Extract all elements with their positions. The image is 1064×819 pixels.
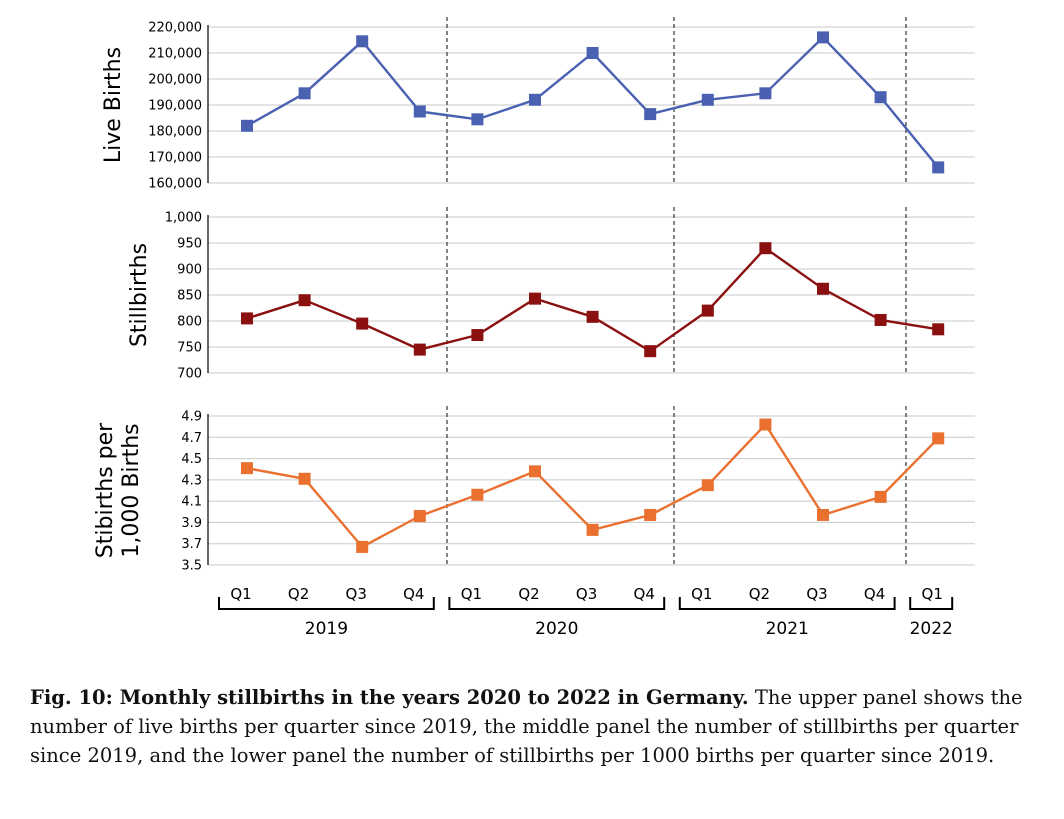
data-point (471, 329, 484, 342)
year-label: 2019 (305, 619, 348, 639)
data-point (298, 294, 311, 307)
year-label: 2020 (535, 619, 578, 639)
x-tick-label: Q4 (634, 585, 655, 603)
x-tick-label: Q3 (806, 585, 827, 603)
x-tick-label: Q1 (230, 585, 251, 603)
x-tick-label: Q1 (461, 585, 482, 603)
panel-1: 160,000 170,000 180,000 190,000 200,000 210,0… (101, 17, 975, 192)
data-point (529, 93, 541, 106)
x-tick-label: Q3 (576, 585, 597, 603)
data-point (586, 310, 599, 323)
y-tick-label: 950 (177, 237, 202, 252)
y-tick-label: 200,000 (148, 73, 202, 88)
data-point (413, 105, 426, 118)
year-bracket (218, 597, 435, 610)
series-line (246, 246, 939, 353)
y-tick-label: 160,000 (148, 177, 202, 192)
data-point (241, 119, 253, 132)
x-tick-label: Q2 (518, 585, 539, 603)
y-axis-title: Stibirths per (93, 422, 118, 558)
data-point (644, 108, 657, 121)
y-tick-label: 3.9 (181, 516, 202, 531)
data-point (817, 282, 829, 295)
data-point (932, 323, 945, 336)
data-point (759, 242, 772, 255)
y-tick-label: 180,000 (148, 125, 202, 140)
y-tick-label: 4.3 (181, 473, 202, 488)
panel-2: 700 750 800 850 900 950 1,000 Stillbirths (127, 207, 975, 382)
data-point (529, 292, 541, 305)
data-point (298, 87, 311, 100)
y-tick-label: 170,000 (148, 151, 202, 166)
data-point (644, 345, 657, 358)
data-point (413, 343, 426, 356)
y-tick-label: 1,000 (165, 211, 202, 226)
y-axis-title: Stillbirths (127, 243, 152, 347)
year-label: 2021 (766, 619, 809, 639)
x-tick-label: Q1 (691, 585, 712, 603)
data-point (356, 35, 369, 48)
data-point (817, 508, 829, 521)
data-point (874, 490, 887, 503)
x-tick-label: Q2 (288, 585, 309, 603)
data-point (586, 523, 599, 536)
stillbirths-figure: 160,000 170,000 180,000 190,000 200,000 210,0… (93, 17, 975, 639)
y-axis-title: 1,000 Births (119, 423, 144, 557)
y-tick-label: 4.5 (181, 452, 202, 467)
caption-text: The upper panel shows the number of live… (30, 686, 1023, 767)
y-tick-label: 900 (177, 263, 202, 278)
y-tick-label: 220,000 (148, 21, 202, 36)
year-bracket (448, 597, 666, 610)
y-axis-title: Live Births (101, 47, 126, 163)
data-point (529, 465, 541, 478)
y-tick-label: 850 (177, 289, 202, 304)
y-tick-label: 700 (177, 367, 202, 382)
data-point (701, 479, 714, 492)
data-point (356, 317, 369, 330)
x-tick-label: Q3 (346, 585, 367, 603)
x-tick-label: Q1 (922, 585, 943, 603)
data-point (817, 31, 829, 44)
y-tick-label: 750 (177, 341, 202, 356)
y-tick-label: 4.1 (181, 495, 202, 510)
panel-3: 3.5 3.7 3.9 4.1 4.3 4.5 4.7 4.9 Stibirths per 1,0… (93, 406, 975, 574)
y-tick-label: 3.7 (181, 537, 202, 552)
data-point (241, 462, 253, 475)
figure-caption: Fig. 10: Monthly stillbirths in the year… (30, 683, 1050, 770)
y-tick-label: 800 (177, 315, 202, 330)
data-point (932, 432, 945, 445)
data-point (586, 47, 599, 59)
data-point (701, 304, 714, 317)
data-point (701, 93, 714, 106)
data-point (298, 472, 311, 485)
data-point (874, 91, 887, 104)
y-tick-label: 4.7 (181, 431, 202, 446)
data-point (471, 488, 484, 501)
caption-title: Fig. 10: Monthly stillbirths in the year… (30, 686, 749, 709)
year-label: 2022 (910, 619, 953, 639)
data-point (759, 87, 772, 100)
data-point (932, 161, 945, 174)
data-point (644, 508, 657, 521)
x-tick-label: Q2 (749, 585, 770, 603)
data-point (413, 510, 426, 523)
y-tick-label: 4.9 (181, 410, 202, 425)
y-tick-label: 210,000 (148, 47, 202, 62)
data-point (759, 418, 772, 431)
y-tick-label: 3.5 (181, 559, 202, 574)
data-point (241, 312, 253, 325)
y-tick-label: 190,000 (148, 99, 202, 114)
data-point (874, 313, 887, 326)
data-point (471, 113, 484, 126)
data-point (356, 540, 369, 553)
year-bracket (678, 597, 896, 610)
year-bracket (909, 597, 954, 610)
x-tick-label: Q4 (403, 585, 424, 603)
x-tick-label: Q4 (864, 585, 885, 603)
